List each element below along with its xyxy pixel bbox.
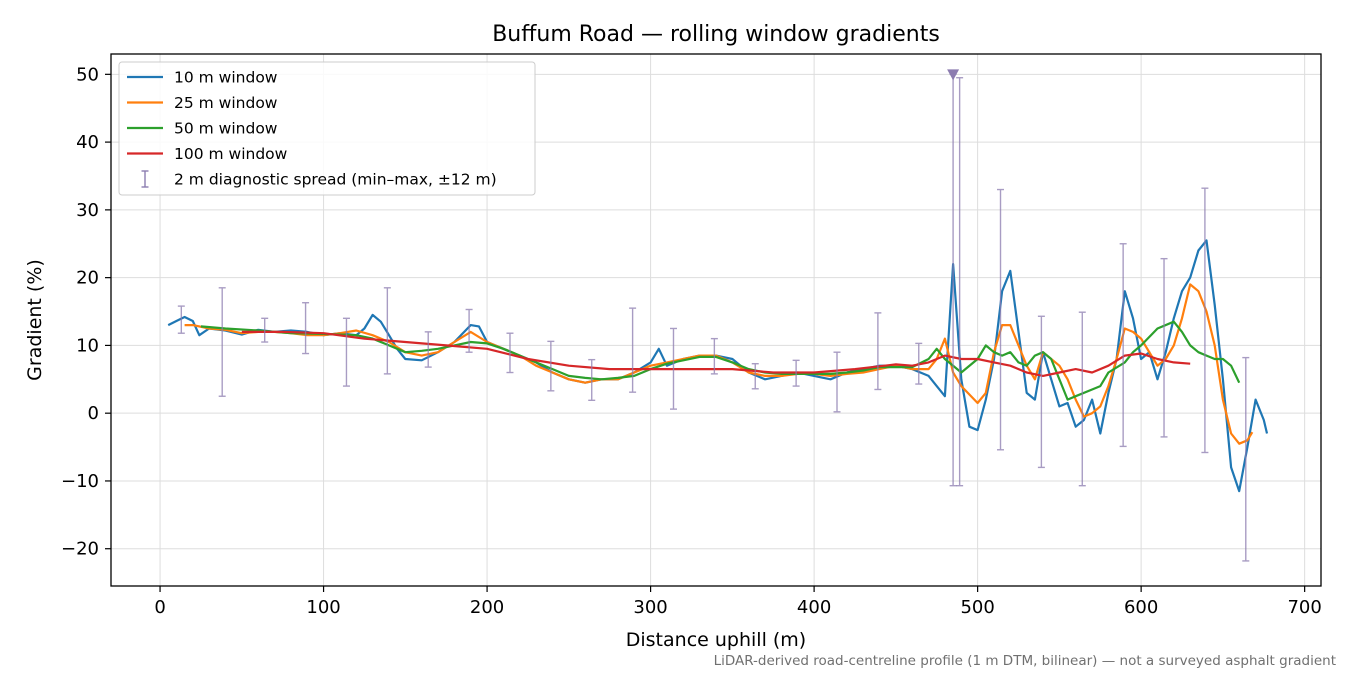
y-tick-label-0: −20 (61, 539, 99, 560)
spread-bar-16 (833, 351, 841, 413)
spread-bar-23 (1078, 311, 1086, 487)
x-tick-label-2: 200 (470, 597, 504, 618)
spread-bar-26 (1201, 187, 1209, 454)
y-tick-label-2: 0 (88, 403, 99, 424)
series-line-1 (167, 239, 1269, 493)
legend-label-2: 25 m window (174, 94, 278, 112)
legend-label-5: 2 m diagnostic spread (min–max, ±12 m) (174, 171, 497, 189)
spread-bar-6 (424, 331, 432, 368)
y-tick-label-3: 10 (76, 335, 99, 356)
spread-bar-25 (1160, 257, 1168, 438)
legend-frame (118, 61, 536, 196)
spread-bar-2 (261, 317, 269, 343)
y-tick-label-6: 40 (76, 132, 99, 153)
plot-frame (110, 53, 1322, 587)
legend-label-4: 100 m window (174, 145, 288, 163)
clip-marker (947, 69, 960, 81)
spread-bar-9 (547, 340, 555, 392)
footnote: LiDAR-derived road-centreline profile (1… (714, 653, 1336, 669)
spread-bar-21 (997, 188, 1005, 451)
x-tick-label-6: 600 (1124, 597, 1158, 618)
chart-title: Buffum Road — rolling window gradients (492, 22, 940, 47)
spread-bar-5 (383, 287, 391, 375)
x-axis-label: Distance uphill (m) (626, 629, 806, 651)
spread-bar-13 (710, 337, 718, 375)
x-tick-label-1: 100 (306, 597, 340, 618)
y-tick-label-1: −10 (61, 471, 99, 492)
spread-bar-7 (465, 308, 473, 353)
spread-bar-1 (218, 287, 226, 397)
spread-bar-0 (177, 305, 185, 334)
x-tick-label-4: 400 (797, 597, 831, 618)
x-axis-ticks: 0 100 200 300 400 500 600 700 (154, 586, 1322, 618)
spread-bar-3 (302, 302, 310, 355)
spread-bar-14 (751, 363, 759, 390)
legend-item-5: 2 m diagnostic spread (min–max, ±12 m) (141, 170, 497, 189)
legend-item-3: 50 m window (127, 120, 278, 138)
spread-bar-11 (629, 307, 637, 393)
legend: 10 m window 25 m window 50 m window 100 m w… (118, 61, 536, 196)
spread-bar-4 (342, 317, 350, 387)
legend-item-4: 100 m window (127, 145, 288, 163)
y-tick-label-7: 50 (76, 64, 99, 85)
x-tick-label-3: 300 (633, 597, 667, 618)
spread-bar-12 (669, 327, 677, 410)
spread-bar-18 (915, 342, 923, 385)
spread-bar-22 (1037, 315, 1045, 469)
spread-bar-20 (956, 77, 964, 487)
legend-item-2: 25 m window (127, 94, 278, 112)
series-line-2 (184, 283, 1254, 445)
series-line-3 (200, 320, 1241, 401)
spread-bar-15 (792, 359, 800, 387)
spread-bar-24 (1119, 243, 1127, 448)
x-tick-label-7: 700 (1287, 597, 1321, 618)
series-layer (167, 239, 1269, 493)
x-tick-label-5: 500 (960, 597, 994, 618)
spread-bar-8 (506, 332, 514, 374)
y-tick-label-5: 30 (76, 200, 99, 221)
y-tick-label-4: 20 (76, 268, 99, 289)
series-line-4 (241, 330, 1191, 377)
x-tick-label-0: 0 (154, 597, 165, 618)
spread-bar-10 (588, 358, 596, 402)
spread-layer (177, 69, 1250, 562)
legend-label-1: 10 m window (174, 69, 278, 87)
spread-bar-27 (1242, 356, 1250, 562)
y-axis-label: Gradient (%) (24, 259, 46, 381)
legend-item-1: 10 m window (127, 69, 278, 87)
y-axis-ticks: −20 −10 0 10 20 30 40 50 (61, 64, 111, 560)
spread-bar-17 (874, 312, 882, 391)
legend-label-3: 50 m window (174, 120, 278, 138)
spread-bar-19 (949, 73, 957, 487)
grid-lines (111, 54, 1321, 586)
